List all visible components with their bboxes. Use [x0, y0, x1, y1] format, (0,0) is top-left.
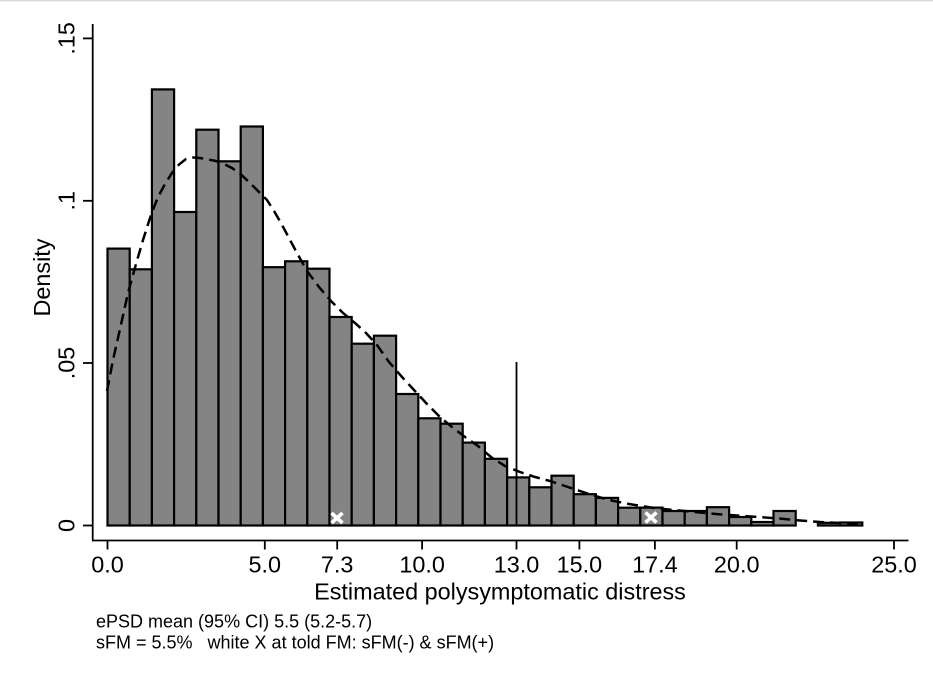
svg-text:15.0: 15.0: [557, 552, 603, 578]
svg-text:.05: .05: [54, 347, 80, 380]
svg-text:sFM = 5.5% white X at told F: sFM = 5.5% white X at told FM: sFM(-) & …: [96, 633, 494, 653]
svg-text:Estimated polysymptomatic dist: Estimated polysymptomatic distress: [314, 579, 686, 605]
svg-text:.1: .1: [54, 191, 80, 211]
svg-text:.15: .15: [54, 22, 80, 55]
svg-text:7.3: 7.3: [321, 552, 354, 578]
svg-text:10.0: 10.0: [399, 552, 445, 578]
svg-text:5.0: 5.0: [249, 552, 282, 578]
svg-text:17.4: 17.4: [632, 552, 678, 578]
svg-text:0.0: 0.0: [91, 552, 124, 578]
svg-text:ePSD mean (95% CI) 5.5 (5.2-5.: ePSD mean (95% CI) 5.5 (5.2-5.7): [96, 612, 372, 632]
svg-text:20.0: 20.0: [714, 552, 760, 578]
svg-text:0: 0: [54, 519, 80, 532]
svg-text:13.0: 13.0: [494, 552, 540, 578]
svg-text:Density: Density: [29, 238, 55, 316]
svg-text:25.0: 25.0: [871, 552, 917, 578]
